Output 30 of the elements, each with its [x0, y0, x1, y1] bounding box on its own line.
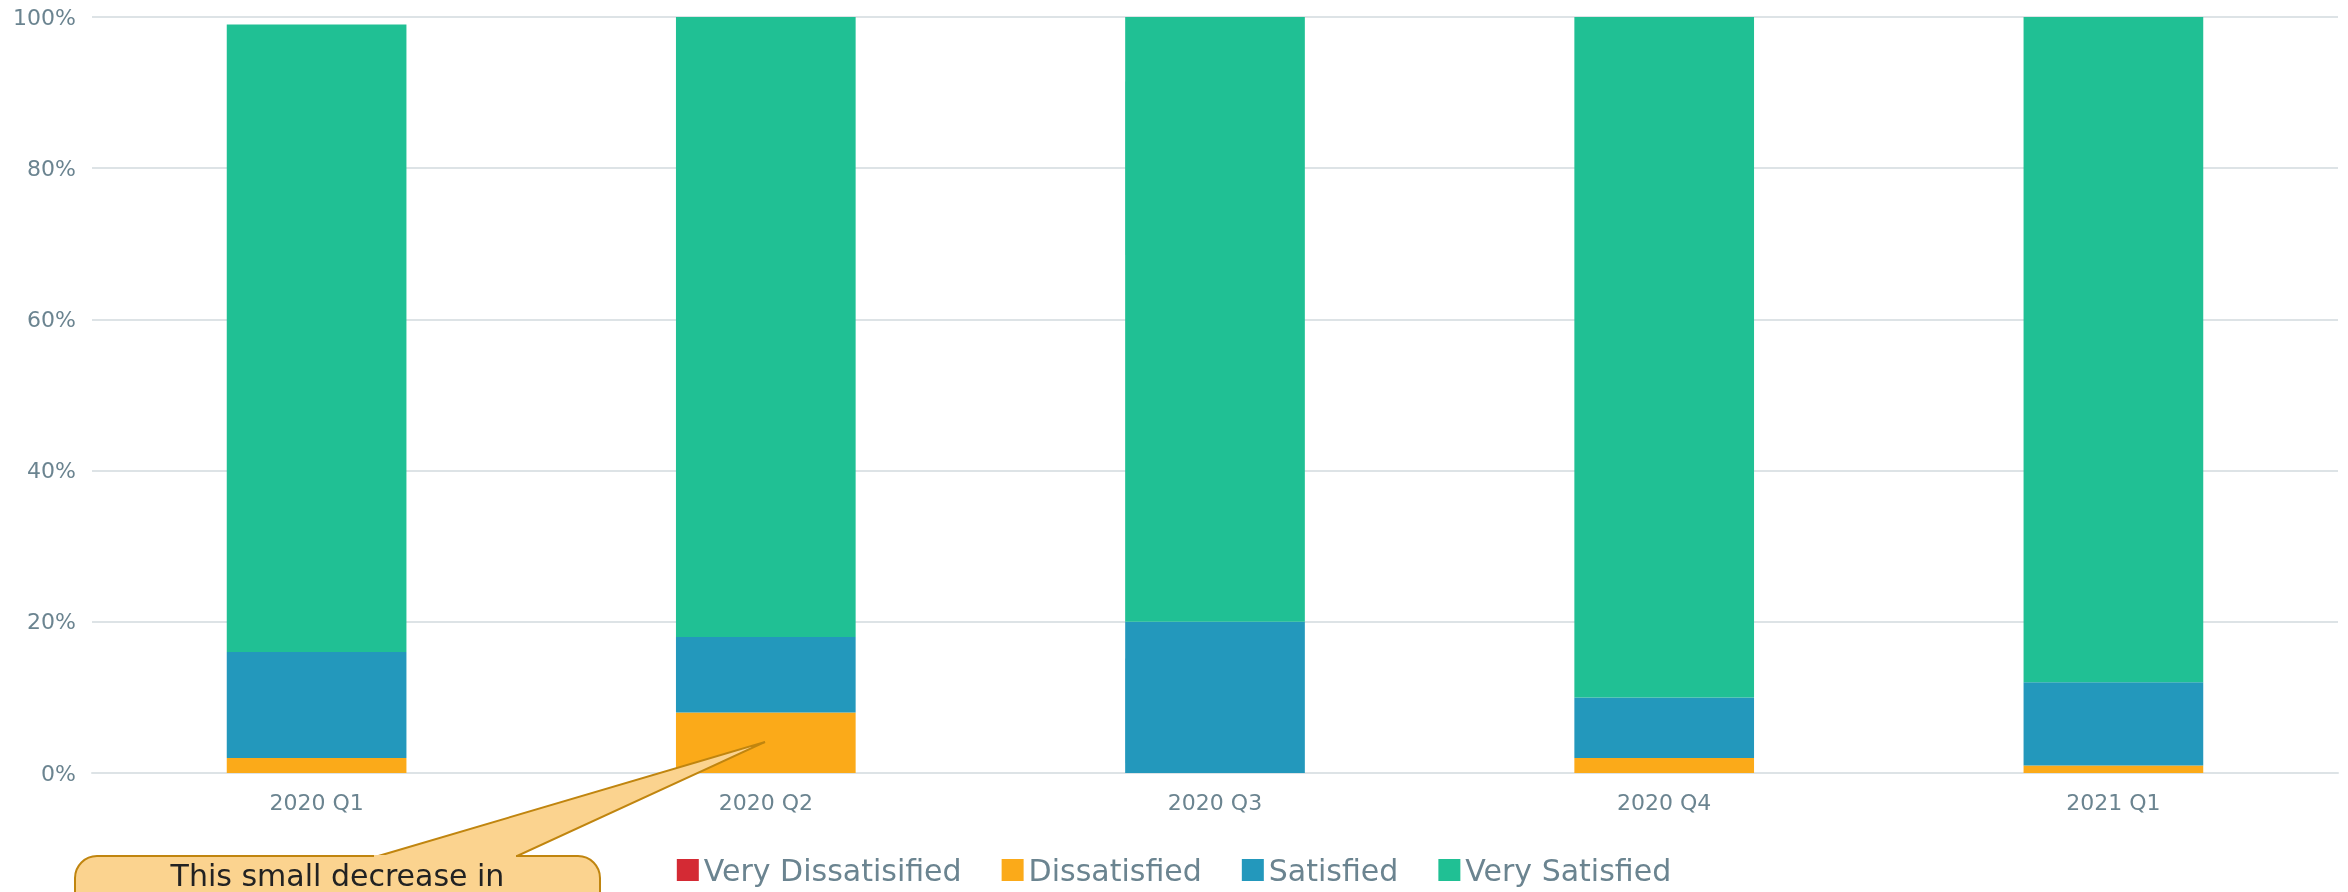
- y-tick-label: 20%: [27, 609, 76, 635]
- bar: [226, 757, 407, 773]
- x-tick-label: 2020 Q4: [1617, 789, 1712, 815]
- y-tick-label: 60%: [27, 306, 76, 332]
- bar: [675, 17, 856, 637]
- bar: [1574, 697, 1755, 758]
- legend-label: Satisfied: [1268, 852, 1399, 888]
- bar: [675, 636, 856, 713]
- bar: [675, 712, 856, 773]
- bar: [226, 652, 407, 758]
- y-tick-label: 100%: [13, 4, 76, 30]
- bar: [2023, 765, 2204, 773]
- bar: [1125, 17, 1305, 622]
- text: This small decrease in: [75, 858, 600, 892]
- y-tick-label: 0%: [41, 760, 76, 786]
- bar: [2023, 17, 2204, 683]
- legend-label: Very Dissatisified: [703, 852, 962, 888]
- x-tick-label: 2020 Q1: [269, 789, 364, 815]
- x-tick-label: 2020 Q2: [718, 789, 813, 815]
- bar: [1574, 17, 1755, 698]
- bar: [1574, 757, 1755, 773]
- bar: [1125, 621, 1305, 773]
- bar: [226, 24, 407, 653]
- x-tick-label: 2021 Q1: [2066, 789, 2161, 815]
- legend-label: Dissatisfied: [1028, 852, 1202, 888]
- y-tick-label: 80%: [27, 155, 76, 181]
- y-tick-label: 40%: [27, 458, 76, 484]
- bar: [2023, 682, 2204, 766]
- x-tick-label: 2020 Q3: [1167, 789, 1263, 815]
- legend-label: Very Satisfied: [1465, 852, 1672, 888]
